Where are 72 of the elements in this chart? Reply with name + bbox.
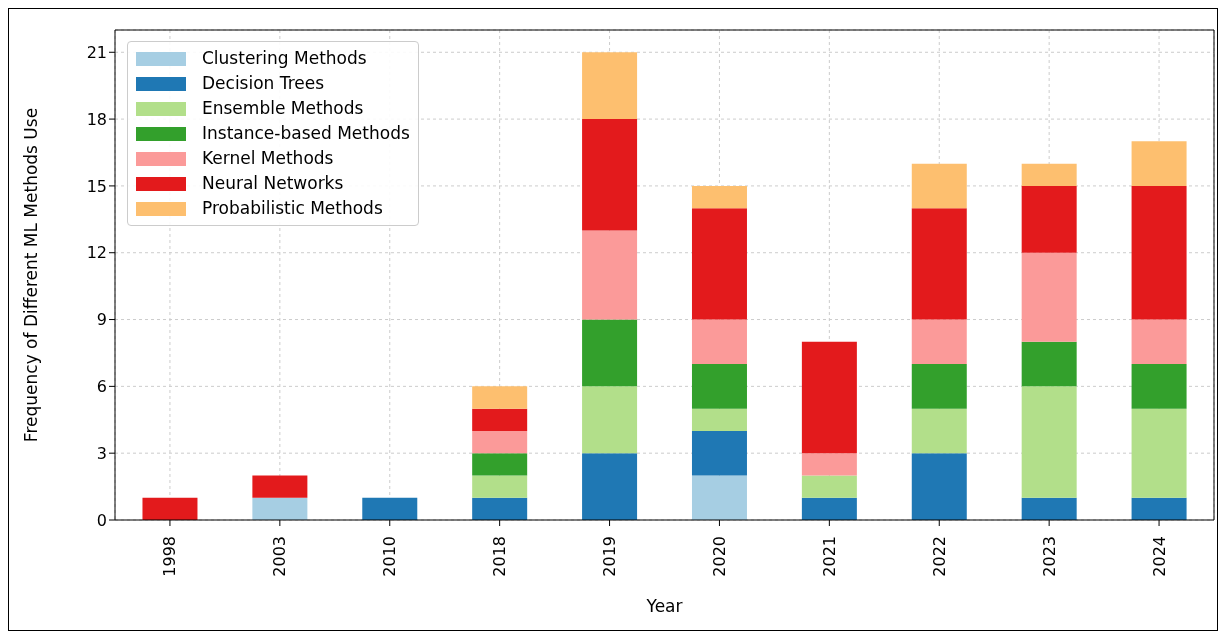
x-tick-label: 2022 [929, 536, 949, 577]
bar [911, 208, 967, 320]
x-axis-title: Year [645, 596, 683, 616]
bar [801, 453, 857, 476]
legend-label: Clustering Methods [202, 47, 367, 70]
bar [911, 163, 967, 209]
y-tick-label: 12 [86, 243, 107, 263]
y-tick-label: 3 [96, 443, 107, 463]
legend-label: Kernel Methods [202, 147, 334, 170]
y-axis-title: Frequency of Different ML Methods Use [21, 107, 42, 443]
bar [1131, 408, 1187, 498]
bar [691, 430, 747, 476]
legend-label: Neural Networks [202, 172, 344, 195]
x-tick-label: 2020 [709, 536, 729, 577]
legend-label: Probabilistic Methods [202, 197, 383, 220]
bar [1021, 252, 1077, 342]
bar [362, 497, 418, 520]
x-tick-label: 2010 [380, 536, 400, 577]
y-tick-label: 0 [96, 510, 107, 530]
legend-label: Instance-based Methods [202, 122, 410, 145]
bar [472, 386, 528, 409]
bar [691, 408, 747, 431]
y-tick-label: 6 [96, 377, 107, 397]
bar [472, 475, 528, 498]
x-tick-label: 1998 [160, 536, 180, 577]
bar [801, 497, 857, 520]
bar [911, 319, 967, 365]
bar [252, 497, 308, 520]
bar [1021, 386, 1077, 498]
bar [691, 208, 747, 320]
bar [911, 453, 967, 520]
bar [1021, 185, 1077, 253]
bar [1131, 364, 1187, 409]
bar [1131, 497, 1187, 520]
bar [1131, 141, 1187, 186]
bar [472, 497, 528, 520]
bar [1021, 341, 1077, 387]
bar [691, 364, 747, 409]
x-tick-label: 2003 [270, 536, 290, 577]
bar [582, 230, 638, 320]
y-tick-label: 21 [86, 42, 107, 62]
bar [691, 319, 747, 365]
bar [582, 319, 638, 387]
bar [1131, 319, 1187, 365]
y-tick-label: 9 [96, 310, 107, 330]
bar [691, 185, 747, 209]
bar [1021, 163, 1077, 186]
bar [911, 408, 967, 454]
bar [582, 52, 638, 120]
x-tick-label: 2019 [600, 536, 620, 577]
bar [801, 341, 857, 454]
bar [472, 408, 528, 431]
bar [911, 364, 967, 409]
x-tick-label: 2018 [490, 536, 510, 577]
bar [142, 497, 198, 520]
y-tick-label: 18 [86, 109, 107, 129]
x-tick-label: 2023 [1039, 536, 1059, 577]
legend-label: Decision Trees [202, 72, 325, 95]
x-tick-label: 2021 [819, 536, 839, 577]
bar [691, 475, 747, 520]
bar [472, 453, 528, 476]
x-tick-label: 2024 [1149, 536, 1169, 577]
legend-label: Ensemble Methods [202, 97, 364, 120]
bar [252, 475, 308, 498]
bar [1021, 497, 1077, 520]
bar [472, 430, 528, 454]
bar [582, 386, 638, 454]
bar [582, 453, 638, 520]
bar [801, 475, 857, 498]
bar [1131, 185, 1187, 320]
bar [582, 119, 638, 231]
y-tick-label: 15 [86, 176, 107, 196]
